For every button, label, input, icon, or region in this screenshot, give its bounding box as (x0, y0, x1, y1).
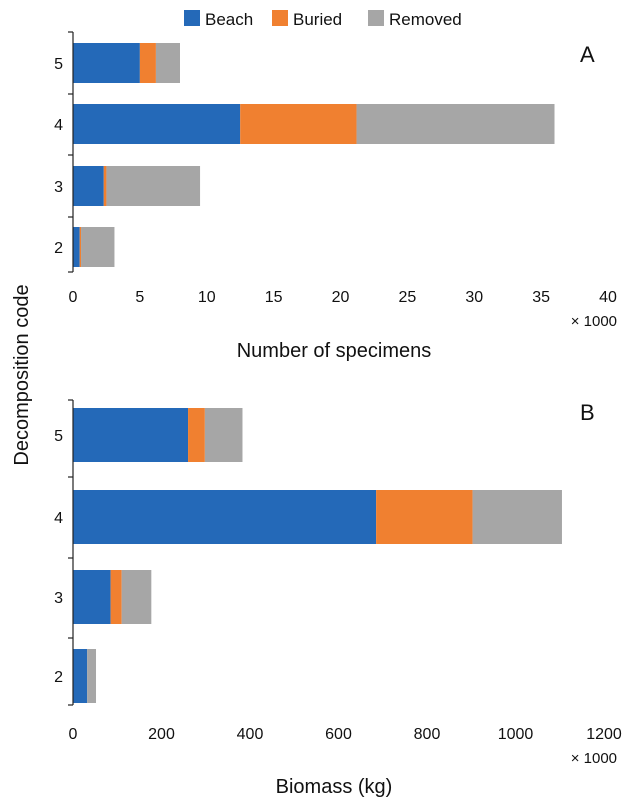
bar-a-cat3-removed (106, 166, 201, 206)
bar-b-cat2-beach (73, 649, 88, 703)
y-axis-title: Decomposition code (11, 284, 33, 465)
bars-b (73, 408, 562, 703)
bar-a-cat3-beach (73, 166, 104, 206)
bar-b-cat4-buried (376, 490, 473, 544)
bar-b-cat3-beach (73, 570, 111, 624)
x-tick-label-b-400: 400 (237, 726, 264, 743)
y-tick-label-b-4: 4 (54, 510, 63, 527)
legend: Beach Buried Removed (184, 10, 462, 29)
legend-label-beach: Beach (205, 10, 253, 29)
bar-b-cat3-buried (110, 570, 122, 624)
x-tick-label-b-600: 600 (325, 726, 352, 743)
x-tick-label-a-5: 5 (135, 289, 144, 306)
bar-b-cat5-beach (73, 408, 189, 462)
bar-a-cat4-buried (240, 104, 357, 144)
x-tick-label-a-10: 10 (198, 289, 216, 306)
bar-a-cat4-beach (73, 104, 241, 144)
x-tick-label-b-800: 800 (414, 726, 441, 743)
y-tick-label-a-2: 2 (54, 240, 63, 257)
bar-a-cat2-removed (81, 227, 115, 267)
bar-a-cat5-removed (155, 43, 180, 83)
y-tick-label-b-5: 5 (54, 428, 63, 445)
panel-label-a: A (580, 42, 595, 67)
panel-label-b: B (580, 400, 595, 425)
legend-label-buried: Buried (293, 10, 342, 29)
legend-label-removed: Removed (389, 10, 462, 29)
bar-a-cat5-beach (73, 43, 140, 83)
axes-b: 5 4 3 2 0 200 400 600 800 1000 1200 (54, 399, 622, 743)
x-tick-label-a-0: 0 (69, 289, 78, 306)
x-tick-label-b-200: 200 (148, 726, 175, 743)
y-tick-label-b-3: 3 (54, 590, 63, 607)
bar-b-cat4-removed (472, 490, 562, 544)
y-tick-label-a-3: 3 (54, 179, 63, 196)
x-multiplier-a: × 1000 (571, 313, 617, 330)
x-tick-label-a-40: 40 (599, 289, 617, 306)
x-tick-label-b-0: 0 (69, 726, 78, 743)
bar-a-cat2-beach (73, 227, 80, 267)
y-tick-label-a-5: 5 (54, 56, 63, 73)
bar-b-cat5-removed (204, 408, 243, 462)
bar-a-cat3-buried (103, 166, 107, 206)
x-tick-label-a-20: 20 (332, 289, 350, 306)
legend-swatch-buried (272, 10, 288, 26)
x-tick-label-a-15: 15 (265, 289, 283, 306)
bar-a-cat2-buried (79, 227, 82, 267)
bar-a-cat4-removed (356, 104, 555, 144)
x-tick-label-b-1000: 1000 (498, 726, 534, 743)
x-tick-label-a-30: 30 (465, 289, 483, 306)
y-tick-label-b-2: 2 (54, 669, 63, 686)
bar-b-cat3-removed (121, 570, 152, 624)
legend-swatch-beach (184, 10, 200, 26)
x-tick-label-a-25: 25 (398, 289, 416, 306)
bars-a (73, 43, 555, 267)
y-tick-label-a-4: 4 (54, 117, 63, 134)
x-multiplier-b: × 1000 (571, 750, 617, 767)
x-tick-label-b-1200: 1200 (586, 726, 622, 743)
bar-b-cat4-beach (73, 490, 377, 544)
panel-b: B 5 4 3 2 0 200 400 600 800 1000 1200 × 1000 Bioma… (54, 399, 622, 798)
x-tick-label-a-35: 35 (532, 289, 550, 306)
bar-b-cat5-buried (188, 408, 205, 462)
x-axis-title-b: Biomass (kg) (276, 776, 393, 798)
bar-a-cat5-buried (139, 43, 156, 83)
x-axis-title-a: Number of specimens (237, 340, 432, 362)
bar-b-cat2-removed (87, 649, 97, 703)
legend-swatch-removed (368, 10, 384, 26)
